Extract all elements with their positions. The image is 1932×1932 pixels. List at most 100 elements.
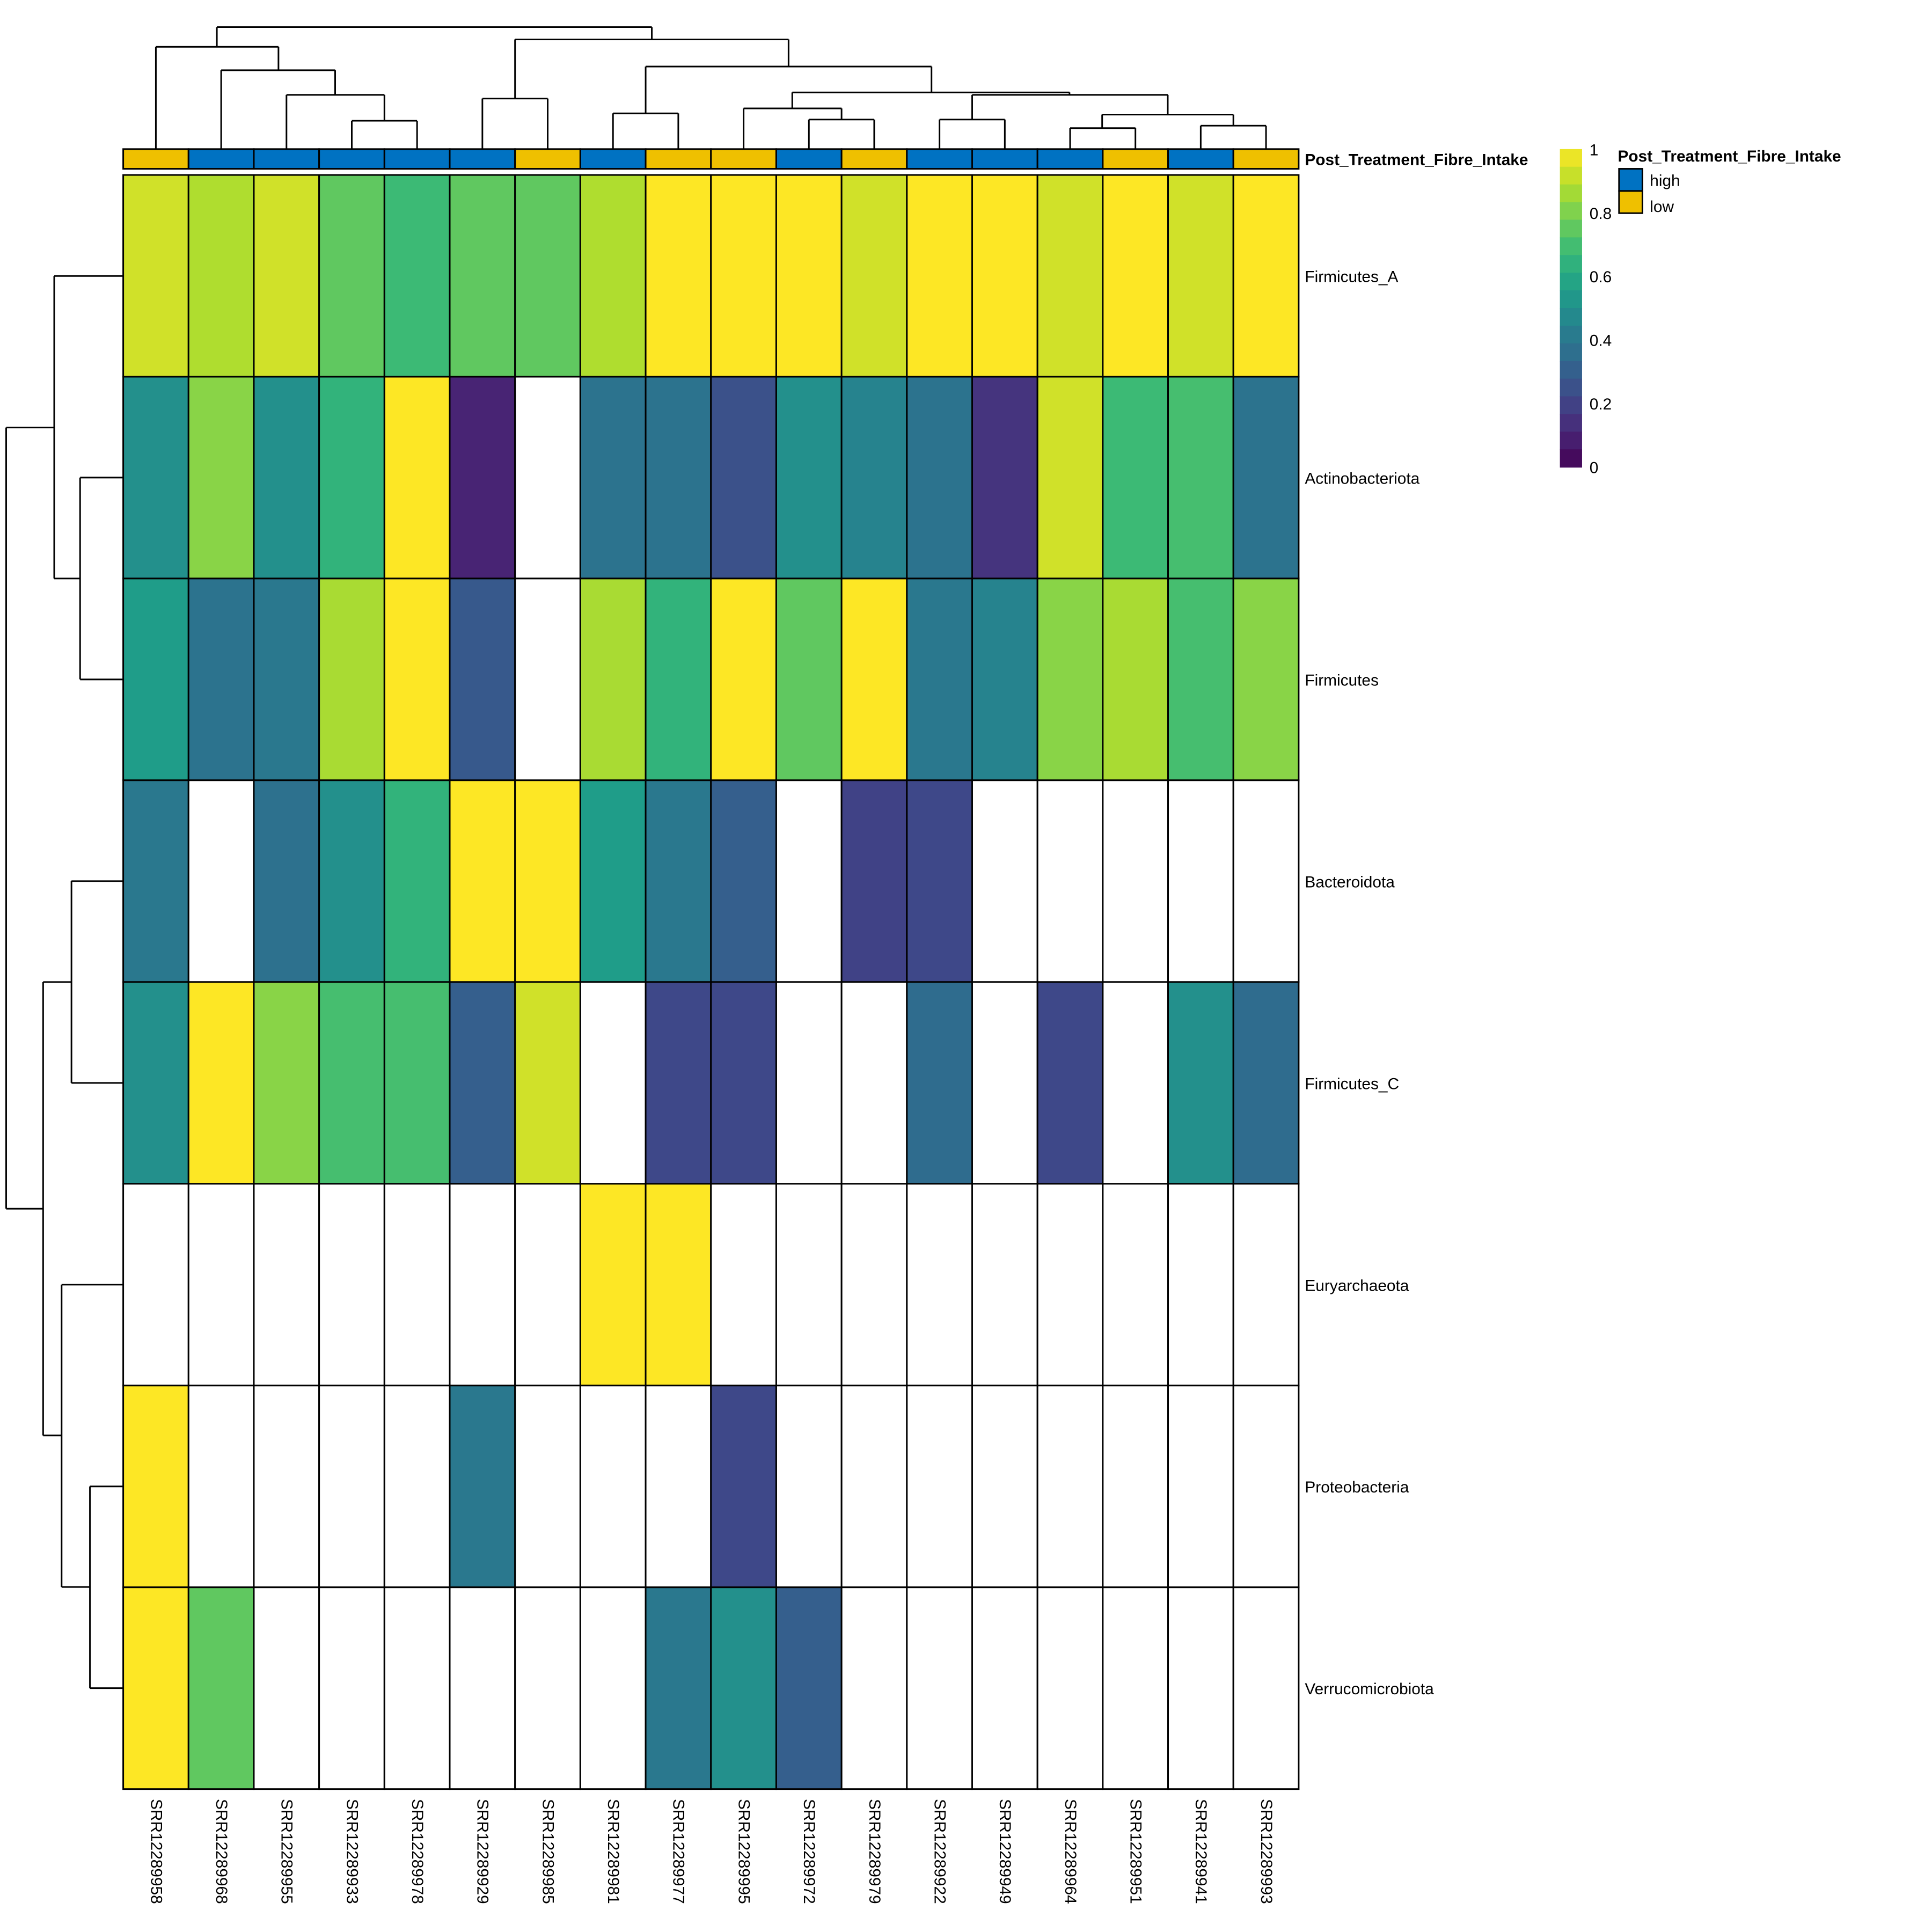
annotation-cell-high xyxy=(579,148,647,170)
heatmap-cell xyxy=(514,376,581,580)
colorbar-tick-label: 0.4 xyxy=(1590,332,1612,350)
heatmap-cell xyxy=(122,174,189,378)
heatmap-cell xyxy=(122,376,189,580)
heatmap-cell xyxy=(710,1385,777,1589)
heatmap-cell xyxy=(579,779,647,983)
heatmap-cell xyxy=(122,1385,189,1589)
annotation-cell-high xyxy=(383,148,451,170)
row-label: Euryarchaeota xyxy=(1305,1277,1409,1294)
heatmap-cell xyxy=(318,779,385,983)
heatmap-cell xyxy=(383,779,451,983)
colorbar-step xyxy=(1560,308,1582,327)
heatmap-cell xyxy=(1036,376,1104,580)
annotation-cell-low xyxy=(645,148,712,170)
heatmap-cell xyxy=(710,1183,777,1387)
colorbar-step xyxy=(1560,449,1582,468)
heatmap-cell xyxy=(1102,1385,1169,1589)
heatmap-cell xyxy=(710,577,777,781)
heatmap-cell xyxy=(253,1385,320,1589)
heatmap-cell xyxy=(514,779,581,983)
colorbar-step xyxy=(1560,219,1582,238)
heatmap-cell xyxy=(775,577,843,781)
annotation-cell-low xyxy=(122,148,189,170)
heatmap-cell xyxy=(710,779,777,983)
heatmap-cell xyxy=(906,981,973,1185)
heatmap-cell xyxy=(449,1586,516,1790)
heatmap-cell xyxy=(514,577,581,781)
annotation-legend-title: Post_Treatment_Fibre_Intake xyxy=(1618,148,1841,165)
heatmap-cell xyxy=(318,174,385,378)
heatmap-cell xyxy=(122,1183,189,1387)
heatmap-cell xyxy=(710,981,777,1185)
row-label: Firmicutes_C xyxy=(1305,1075,1399,1093)
heatmap-cell xyxy=(971,1586,1038,1790)
column-label: SRR12289978 xyxy=(408,1799,426,1904)
column-label: SRR12289977 xyxy=(670,1799,687,1904)
heatmap-cell xyxy=(906,577,973,781)
column-label: SRR12289941 xyxy=(1192,1799,1210,1904)
column-label: SRR12289958 xyxy=(147,1799,165,1904)
heatmap-cell xyxy=(187,174,255,378)
heatmap-cell xyxy=(253,577,320,781)
annotation-cell-high xyxy=(1036,148,1104,170)
annotation-cell-high xyxy=(253,148,320,170)
heatmap-cell xyxy=(514,1385,581,1589)
heatmap-cell xyxy=(971,376,1038,580)
heatmap-cell xyxy=(775,1385,843,1589)
legend-swatch-high xyxy=(1618,168,1643,192)
colorbar-step xyxy=(1560,325,1582,344)
heatmap-cell xyxy=(1102,981,1169,1185)
heatmap-cell xyxy=(253,981,320,1185)
heatmap-cell xyxy=(1036,1183,1104,1387)
heatmap-cell xyxy=(122,577,189,781)
heatmap-cell xyxy=(579,174,647,378)
heatmap-cell xyxy=(383,1385,451,1589)
heatmap-cell xyxy=(383,981,451,1185)
heatmap-cell xyxy=(971,174,1038,378)
legend-swatch-low xyxy=(1618,190,1643,214)
heatmap-cell xyxy=(1036,577,1104,781)
heatmap-cell xyxy=(514,174,581,378)
annotation-name-label: Post_Treatment_Fibre_Intake xyxy=(1305,151,1528,169)
colorbar-legend: 0 0.2 0.4 0.6 0.8 1 xyxy=(1560,141,1612,477)
heatmap-cell xyxy=(122,779,189,983)
column-labels: SRR12289958 SRR12289968 SRR12289955 SRR1228… xyxy=(147,1799,1275,1904)
column-label: SRR12289951 xyxy=(1127,1799,1145,1904)
heatmap-cell xyxy=(122,1586,189,1790)
column-label: SRR12289981 xyxy=(604,1799,622,1904)
heatmap-cell xyxy=(1232,174,1300,378)
heatmap-cell xyxy=(775,981,843,1185)
heatmap-cell xyxy=(318,376,385,580)
heatmap-cell xyxy=(645,779,712,983)
column-label: SRR12289955 xyxy=(278,1799,296,1904)
heatmap-cell xyxy=(449,1183,516,1387)
heatmap-cell xyxy=(1167,376,1234,580)
column-label: SRR12289993 xyxy=(1257,1799,1275,1904)
heatmap-cell xyxy=(645,1586,712,1790)
annotation-cell-high xyxy=(906,148,973,170)
heatmap-cell xyxy=(449,981,516,1185)
heatmap-cell xyxy=(971,577,1038,781)
heatmap-cell xyxy=(645,376,712,580)
heatmap-cell xyxy=(710,174,777,378)
heatmap-cell xyxy=(187,1183,255,1387)
annotation-cell-low xyxy=(1232,148,1300,170)
colorbar-step xyxy=(1560,361,1582,379)
heatmap-cell xyxy=(1036,1586,1104,1790)
heatmap-cell xyxy=(775,376,843,580)
heatmap-cell xyxy=(775,1586,843,1790)
column-label: SRR12289949 xyxy=(996,1799,1014,1904)
heatmap-cell xyxy=(1232,1385,1300,1589)
heatmap-cell xyxy=(840,174,908,378)
heatmap-cell xyxy=(187,376,255,580)
heatmap-cell xyxy=(1102,779,1169,983)
column-label: SRR12289995 xyxy=(735,1799,752,1904)
annotation-cell-high xyxy=(775,148,843,170)
heatmap-cell xyxy=(1232,981,1300,1185)
heatmap-cell xyxy=(1102,174,1169,378)
row-label: Proteobacteria xyxy=(1305,1479,1409,1496)
colorbar-step xyxy=(1560,149,1582,167)
heatmap-cell xyxy=(253,1183,320,1387)
column-label: SRR12289985 xyxy=(539,1799,557,1904)
heatmap-cell xyxy=(449,577,516,781)
